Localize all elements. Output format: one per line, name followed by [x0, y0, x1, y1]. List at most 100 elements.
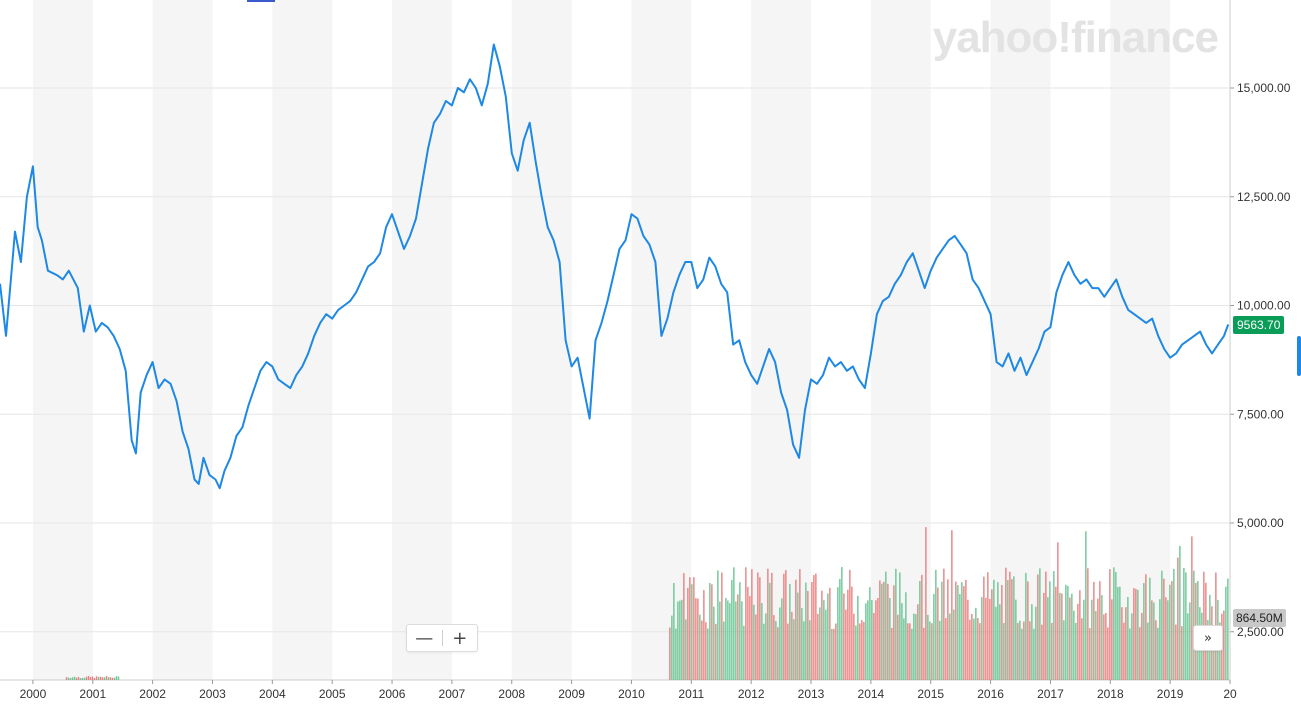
- volume-bar: [959, 594, 961, 680]
- zoom-out-button[interactable]: —: [415, 627, 434, 649]
- x-tick-label: 2007: [439, 687, 466, 701]
- volume-bar: [729, 603, 731, 680]
- volume-bar: [805, 582, 807, 680]
- volume-bar: [859, 623, 861, 680]
- volume-bar: [861, 620, 863, 680]
- x-tick-label: 2001: [79, 687, 106, 701]
- volume-bar: [1131, 613, 1133, 680]
- volume-bar: [871, 600, 873, 680]
- volume-bar: [1107, 627, 1109, 680]
- volume-bar: [109, 677, 112, 680]
- volume-bar: [999, 604, 1001, 680]
- volume-bar: [1121, 607, 1123, 680]
- volume-bar: [937, 587, 939, 680]
- year-band-2016: [990, 0, 1051, 680]
- volume-bar: [721, 572, 723, 680]
- volume-bar: [851, 586, 853, 680]
- volume-bar: [743, 625, 745, 680]
- volume-bar: [811, 582, 813, 680]
- volume-bar: [1003, 623, 1005, 680]
- volume-bar: [1223, 610, 1225, 680]
- volume-bar: [89, 676, 92, 680]
- volume-bar: [887, 583, 889, 680]
- volume-bar: [75, 677, 78, 680]
- volume-bar: [1065, 584, 1067, 680]
- volume-bar: [677, 601, 679, 680]
- zoom-in-button[interactable]: +: [452, 627, 468, 649]
- volume-bar: [1075, 622, 1077, 680]
- volume-bar: [1103, 614, 1105, 680]
- volume-bar: [1157, 627, 1159, 680]
- volume-bar: [69, 678, 72, 680]
- volume-bar: [1009, 571, 1011, 680]
- volume-bar: [1041, 624, 1043, 680]
- volume-bar: [897, 614, 899, 680]
- volume-bar: [1213, 628, 1215, 680]
- volume-bar: [1027, 581, 1029, 680]
- volume-bar: [975, 607, 977, 680]
- volume-bar: [787, 623, 789, 680]
- volume-bar: [877, 598, 879, 680]
- volume-bar: [995, 606, 997, 680]
- volume-bar: [1063, 620, 1065, 680]
- volume-bar: [913, 613, 915, 680]
- volume-bar: [949, 613, 951, 680]
- volume-bar: [1097, 598, 1099, 680]
- volume-bar: [723, 621, 725, 680]
- volume-bar: [847, 589, 849, 680]
- volume-bar: [901, 603, 903, 680]
- volume-bar: [829, 587, 831, 680]
- expand-button[interactable]: »: [1193, 625, 1223, 651]
- volume-bar: [817, 613, 819, 680]
- x-tick-label: 2013: [798, 687, 825, 701]
- volume-bar: [1155, 620, 1157, 680]
- volume-bar: [1187, 613, 1189, 680]
- volume-bar: [1167, 600, 1169, 680]
- volume-bar: [873, 613, 875, 680]
- volume-bar: [1145, 574, 1147, 680]
- volume-bar: [749, 596, 751, 680]
- volume-bar: [821, 590, 823, 680]
- volume-bar: [719, 601, 721, 680]
- volume-bar: [671, 615, 673, 680]
- volume-bar: [819, 607, 821, 680]
- volume-bar: [883, 581, 885, 680]
- x-tick-label: 2017: [1037, 687, 1064, 701]
- volume-bar: [951, 530, 953, 680]
- volume-bar: [1099, 581, 1101, 680]
- volume-bar: [689, 577, 691, 680]
- volume-bar: [695, 598, 697, 680]
- volume-bar: [921, 574, 923, 680]
- volume-bar: [699, 614, 701, 680]
- volume-bar: [773, 615, 775, 680]
- volume-bar: [1033, 628, 1035, 680]
- x-tick-label: 2016: [977, 687, 1004, 701]
- volume-bar: [1035, 606, 1037, 680]
- volume-bar: [841, 566, 843, 680]
- volume-bar: [839, 578, 841, 680]
- volume-bar: [849, 569, 851, 680]
- volume-bar: [669, 627, 671, 680]
- volume-bar: [963, 586, 965, 680]
- volume-bar: [993, 579, 995, 680]
- volume-bar: [757, 572, 759, 680]
- volume-bar: [903, 618, 905, 680]
- volume-bar: [715, 623, 717, 680]
- volume-bar: [801, 608, 803, 680]
- volume-bar: [1081, 618, 1083, 680]
- volume-bar: [701, 620, 703, 680]
- volume-bar: [867, 600, 869, 680]
- volume-bar: [925, 527, 927, 680]
- volume-bar: [1185, 572, 1187, 680]
- volume-bar: [1017, 623, 1019, 680]
- volume-bar: [969, 619, 971, 680]
- volume-bar: [879, 580, 881, 680]
- volume-bar: [1019, 620, 1021, 680]
- scroll-handle[interactable]: [1297, 336, 1301, 376]
- x-tick-label: 2010: [618, 687, 645, 701]
- volume-bar: [751, 569, 753, 680]
- x-tick-label: 2002: [139, 687, 166, 701]
- y-tick-label: 2,500.00: [1237, 625, 1284, 639]
- volume-bar: [885, 571, 887, 680]
